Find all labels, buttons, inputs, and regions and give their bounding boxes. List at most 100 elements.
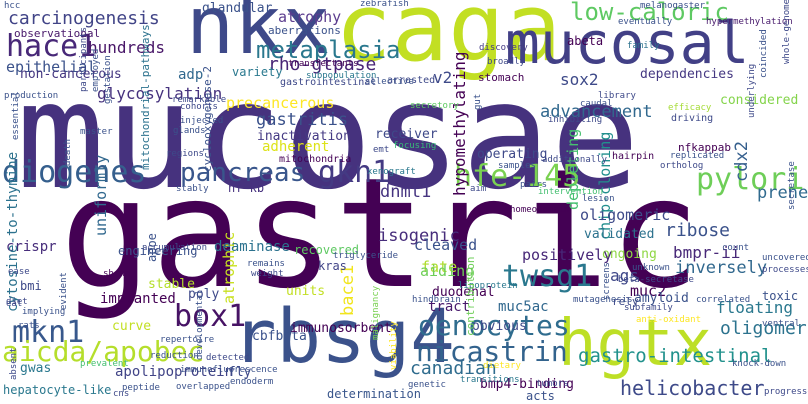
word: cbfbeta [252,329,307,344]
word: glycosylation [97,84,223,103]
word: aiding [420,262,475,280]
word: knock-down [732,359,787,369]
word: apolipoprotein [115,364,234,380]
word: inhibiting [548,115,603,125]
word: gastrointestinal [280,77,377,88]
word: uncovered [762,253,808,263]
word: underlying [747,63,757,118]
word: absent [9,347,19,380]
word: preneoplastic [757,183,808,203]
word: gastric [60,145,701,322]
word: tumors [536,379,569,389]
word: implanted [100,291,176,307]
word: overlapped [176,382,231,392]
word: immunofluorescence [180,365,278,375]
word: library [598,91,636,101]
word: metaplasia [256,36,401,64]
word: considered [720,93,799,108]
word: mucosal [505,9,750,77]
word: precancerous [226,94,335,112]
word: pylori [696,162,805,197]
word: ribose [665,220,731,241]
word: cleaved [414,236,478,254]
word: ags [610,266,639,285]
word: lipoprotein [458,281,518,291]
word: zebrafish [360,0,409,9]
word: hepatocyte-like [3,383,112,397]
word: aim [470,184,487,194]
word: recovered [294,243,360,257]
word: accumulation [142,243,208,253]
word: endoderm [230,377,274,387]
word: malignancy [371,285,381,340]
word: nfkappab [678,141,731,154]
word: toxic [762,289,799,303]
word: remarkable [172,95,227,105]
word: advancement [540,102,653,122]
word: gkn1 [318,155,391,190]
word: death [63,138,73,166]
word: dnmt1 [380,182,432,202]
word: immunosorbent [290,321,392,336]
word: obvious [472,319,527,334]
word: regions [166,149,204,159]
word: melanogaster [640,1,706,11]
word: anti-oxidant [636,315,702,325]
word: fly [228,365,252,380]
word: count [722,243,750,253]
word: crispr [6,239,57,255]
word: aberrations [268,24,341,37]
word: driving [671,113,714,124]
word: pairs [520,180,548,190]
word: operating [477,147,548,162]
word: homeodomain [510,205,570,215]
word: gut [473,93,483,110]
word: cns [113,389,130,399]
word: transfectants [288,59,359,69]
word: replicated [670,151,725,161]
word: dependencies [640,67,734,82]
word: xenograft [367,167,416,177]
word: bmp4-binding [480,377,574,392]
word: focusing [393,141,437,151]
word: isogenic [378,226,460,246]
word: subfamily [624,303,673,313]
word: epithelial [6,58,97,76]
word: box1 [174,299,247,334]
word: v2 [433,68,453,87]
word: ease [8,267,30,277]
word: arrested [387,75,436,86]
word: ortholog [660,161,704,171]
word: rely [612,295,639,308]
word: glandular [202,1,273,16]
word: unknown [632,263,670,273]
word: developmental [195,289,205,360]
word: amyloid [634,291,689,306]
word: pancreas [180,158,306,188]
word: employed [91,48,101,92]
word: poly [188,287,220,302]
word: evident [59,272,69,310]
word: mitochondria [279,154,352,165]
word: bmi [20,279,42,293]
word: hfe-145 [454,159,581,194]
word: subpopulation [306,71,377,81]
word: inactivation [257,129,351,144]
word: efficacy [668,103,712,113]
word: viability [389,321,399,370]
word: contribution [464,256,477,336]
word: beta-secretase [618,275,694,285]
word: eat [6,299,23,309]
word: intervention [538,187,604,197]
word: muc2 [630,282,667,300]
word: inversely [675,258,768,278]
word: adherent [262,139,330,155]
word: shrna [103,269,131,279]
word: canadian [410,358,497,379]
word: additionally [542,155,608,165]
word: oenocytes [418,309,570,342]
word: samples [498,161,536,171]
word: caga [335,0,562,83]
word: transitions [460,375,520,385]
word: weight [251,269,284,279]
